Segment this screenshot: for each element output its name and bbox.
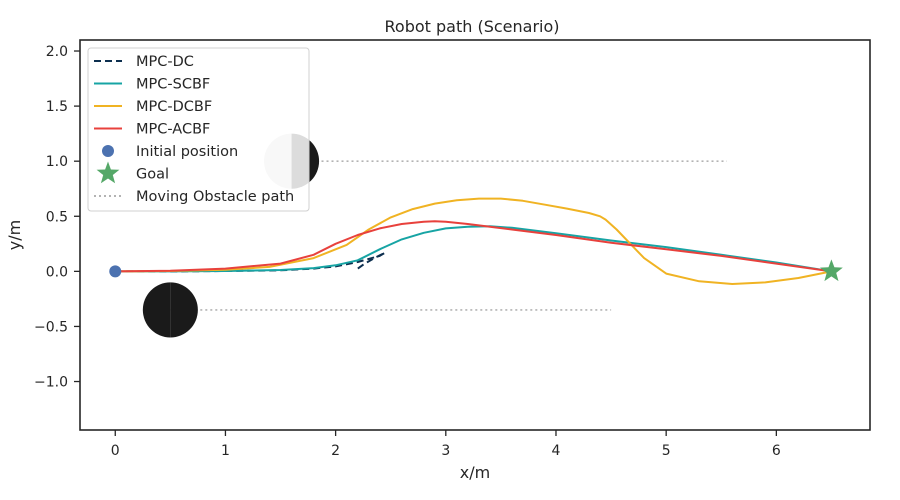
legend-initial-position-label: Initial position — [136, 144, 238, 160]
obstacle-1-left — [142, 282, 171, 338]
series-line-mpc-acbf — [115, 220, 832, 273]
legend-box — [87, 47, 310, 212]
x-tick-label-1: 1 — [221, 443, 230, 459]
x-tick-label-0: 0 — [111, 443, 120, 459]
legend: MPC-DC MPC-SCBF MPC-DCBF MPC-ACBF Initial po… — [87, 47, 310, 212]
y-tick-label-3: 0.5 — [46, 209, 68, 225]
legend-moving-obstacle-path-label: Moving Obstacle path — [136, 189, 294, 205]
series-line-mpc-dcbf — [115, 197, 832, 285]
y-tick-label-5: 1.5 — [46, 99, 68, 115]
x-tick-label-2: 2 — [331, 443, 340, 459]
legend-goal-label: Goal — [136, 167, 169, 183]
y-tick-label-4: 1.0 — [46, 154, 68, 170]
legend-goal-swatch — [96, 161, 120, 184]
x-tick-label-4: 4 — [552, 443, 561, 459]
obstacle-1 — [142, 282, 198, 338]
y-axis: −1.0 −0.5 0.0 0.5 1.0 1.5 2.0 — [34, 44, 80, 391]
legend-mpc-dc-label: MPC-DC — [136, 54, 194, 70]
x-tick-label-6: 6 — [772, 443, 781, 459]
legend-mpc-scbf-label: MPC-SCBF — [136, 77, 210, 93]
legend-mpc-acbf-label: MPC-ACBF — [136, 122, 210, 138]
y-tick-label-6: 2.0 — [46, 44, 68, 60]
x-tick-label-5: 5 — [662, 443, 671, 459]
x-axis: 0 1 2 3 4 5 6 — [111, 430, 781, 459]
series-line-mpc-scbf — [115, 225, 832, 273]
legend-mpc-dcbf-label: MPC-DCBF — [136, 99, 212, 115]
legend-initial-position-swatch — [102, 145, 114, 157]
y-tick-label-0: −1.0 — [34, 375, 68, 391]
x-axis-label: x/m — [460, 463, 490, 482]
y-tick-label-2: 0.0 — [46, 264, 68, 280]
chart-title: Robot path (Scenario) — [385, 17, 560, 36]
obstacle-1-right — [170, 282, 198, 338]
plot-frame — [79, 39, 871, 431]
y-axis-label: y/m — [5, 220, 24, 250]
x-tick-label-3: 3 — [441, 443, 450, 459]
y-tick-label-1: −0.5 — [34, 319, 68, 335]
initial-position-marker — [109, 265, 122, 278]
goal-marker — [820, 259, 843, 282]
